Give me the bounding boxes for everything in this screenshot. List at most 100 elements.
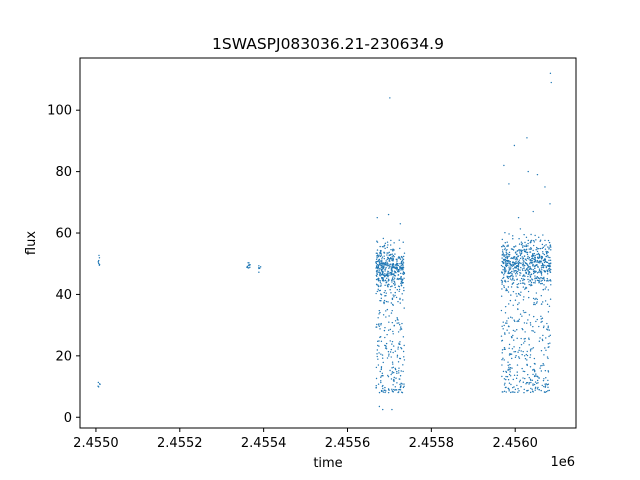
- data-point: [543, 378, 545, 380]
- data-point: [386, 277, 388, 279]
- data-point: [540, 271, 543, 273]
- data-point: [503, 270, 506, 272]
- data-point: [377, 364, 380, 366]
- data-point: [505, 391, 507, 393]
- x-tick-label: 2.4556: [325, 436, 371, 451]
- data-point: [99, 383, 101, 386]
- data-point: [516, 371, 518, 373]
- data-point: [392, 294, 394, 296]
- x-axis-label: time: [313, 456, 342, 471]
- data-point: [376, 273, 378, 276]
- data-point: [520, 277, 523, 280]
- data-point: [396, 289, 399, 291]
- data-point: [501, 281, 503, 284]
- data-point: [546, 261, 549, 264]
- data-point: [540, 350, 543, 352]
- data-point: [507, 317, 510, 319]
- data-point: [258, 267, 260, 269]
- data-point: [513, 270, 515, 272]
- data-point: [380, 376, 382, 378]
- data-point: [508, 251, 511, 254]
- data-point: [392, 330, 394, 333]
- data-point: [387, 263, 389, 265]
- data-point: [392, 266, 394, 269]
- data-point: [545, 286, 547, 288]
- data-point: [545, 266, 548, 269]
- data-point: [506, 376, 509, 378]
- data-point: [388, 321, 390, 323]
- data-point: [503, 276, 505, 279]
- data-point: [501, 325, 503, 328]
- data-point: [394, 350, 397, 352]
- data-point: [377, 284, 379, 287]
- data-point: [528, 344, 530, 346]
- data-point: [380, 368, 383, 371]
- data-point: [542, 251, 544, 253]
- data-point: [384, 336, 386, 339]
- data-point: [503, 359, 505, 361]
- data-point: [522, 265, 524, 267]
- data-point: [544, 347, 546, 349]
- data-point: [377, 255, 380, 258]
- data-point: [545, 377, 547, 379]
- data-point: [530, 239, 533, 242]
- data-point: [393, 255, 395, 258]
- data-point: [544, 270, 546, 273]
- data-point: [538, 236, 540, 239]
- data-point: [382, 237, 385, 240]
- data-point: [544, 248, 547, 250]
- data-point: [383, 275, 386, 278]
- data-point: [376, 349, 379, 351]
- data-point: [375, 385, 377, 387]
- data-point: [518, 259, 521, 261]
- data-point: [534, 265, 536, 267]
- data-point: [399, 265, 401, 268]
- data-point: [532, 384, 534, 386]
- data-point: [529, 366, 532, 368]
- data-point: [523, 250, 526, 253]
- data-point: [505, 251, 507, 254]
- data-point: [523, 296, 525, 298]
- data-point: [517, 263, 520, 266]
- data-point: [515, 271, 518, 274]
- data-point: [511, 391, 513, 393]
- data-point: [395, 377, 397, 379]
- data-point: [400, 276, 402, 278]
- data-point: [530, 281, 533, 284]
- data-point: [401, 259, 404, 261]
- data-point: [382, 361, 384, 364]
- data-point: [375, 292, 377, 295]
- data-point: [512, 238, 514, 240]
- data-point: [527, 170, 529, 173]
- data-point: [510, 294, 512, 296]
- data-point: [540, 265, 543, 267]
- data-point: [396, 262, 398, 264]
- data-point: [541, 320, 543, 323]
- data-point: [514, 391, 516, 394]
- data-point: [503, 378, 506, 380]
- data-point: [391, 298, 394, 301]
- data-point: [391, 259, 393, 261]
- data-point: [541, 338, 544, 340]
- data-point: [384, 274, 386, 277]
- data-point: [510, 257, 512, 260]
- data-point: [524, 261, 526, 264]
- data-point: [528, 337, 530, 339]
- data-point: [535, 320, 537, 323]
- data-point: [520, 272, 522, 274]
- data-point: [520, 337, 522, 340]
- data-point: [542, 379, 545, 382]
- data-point: [505, 269, 507, 271]
- data-point: [508, 183, 510, 185]
- data-point: [527, 319, 529, 321]
- data-point: [510, 383, 512, 386]
- data-point: [504, 263, 507, 265]
- data-point: [530, 381, 532, 384]
- data-point: [525, 249, 528, 251]
- data-point: [526, 268, 528, 270]
- data-point: [502, 321, 504, 323]
- data-point: [505, 375, 507, 378]
- data-point: [376, 290, 379, 293]
- data-point: [511, 348, 514, 350]
- data-point: [536, 275, 538, 278]
